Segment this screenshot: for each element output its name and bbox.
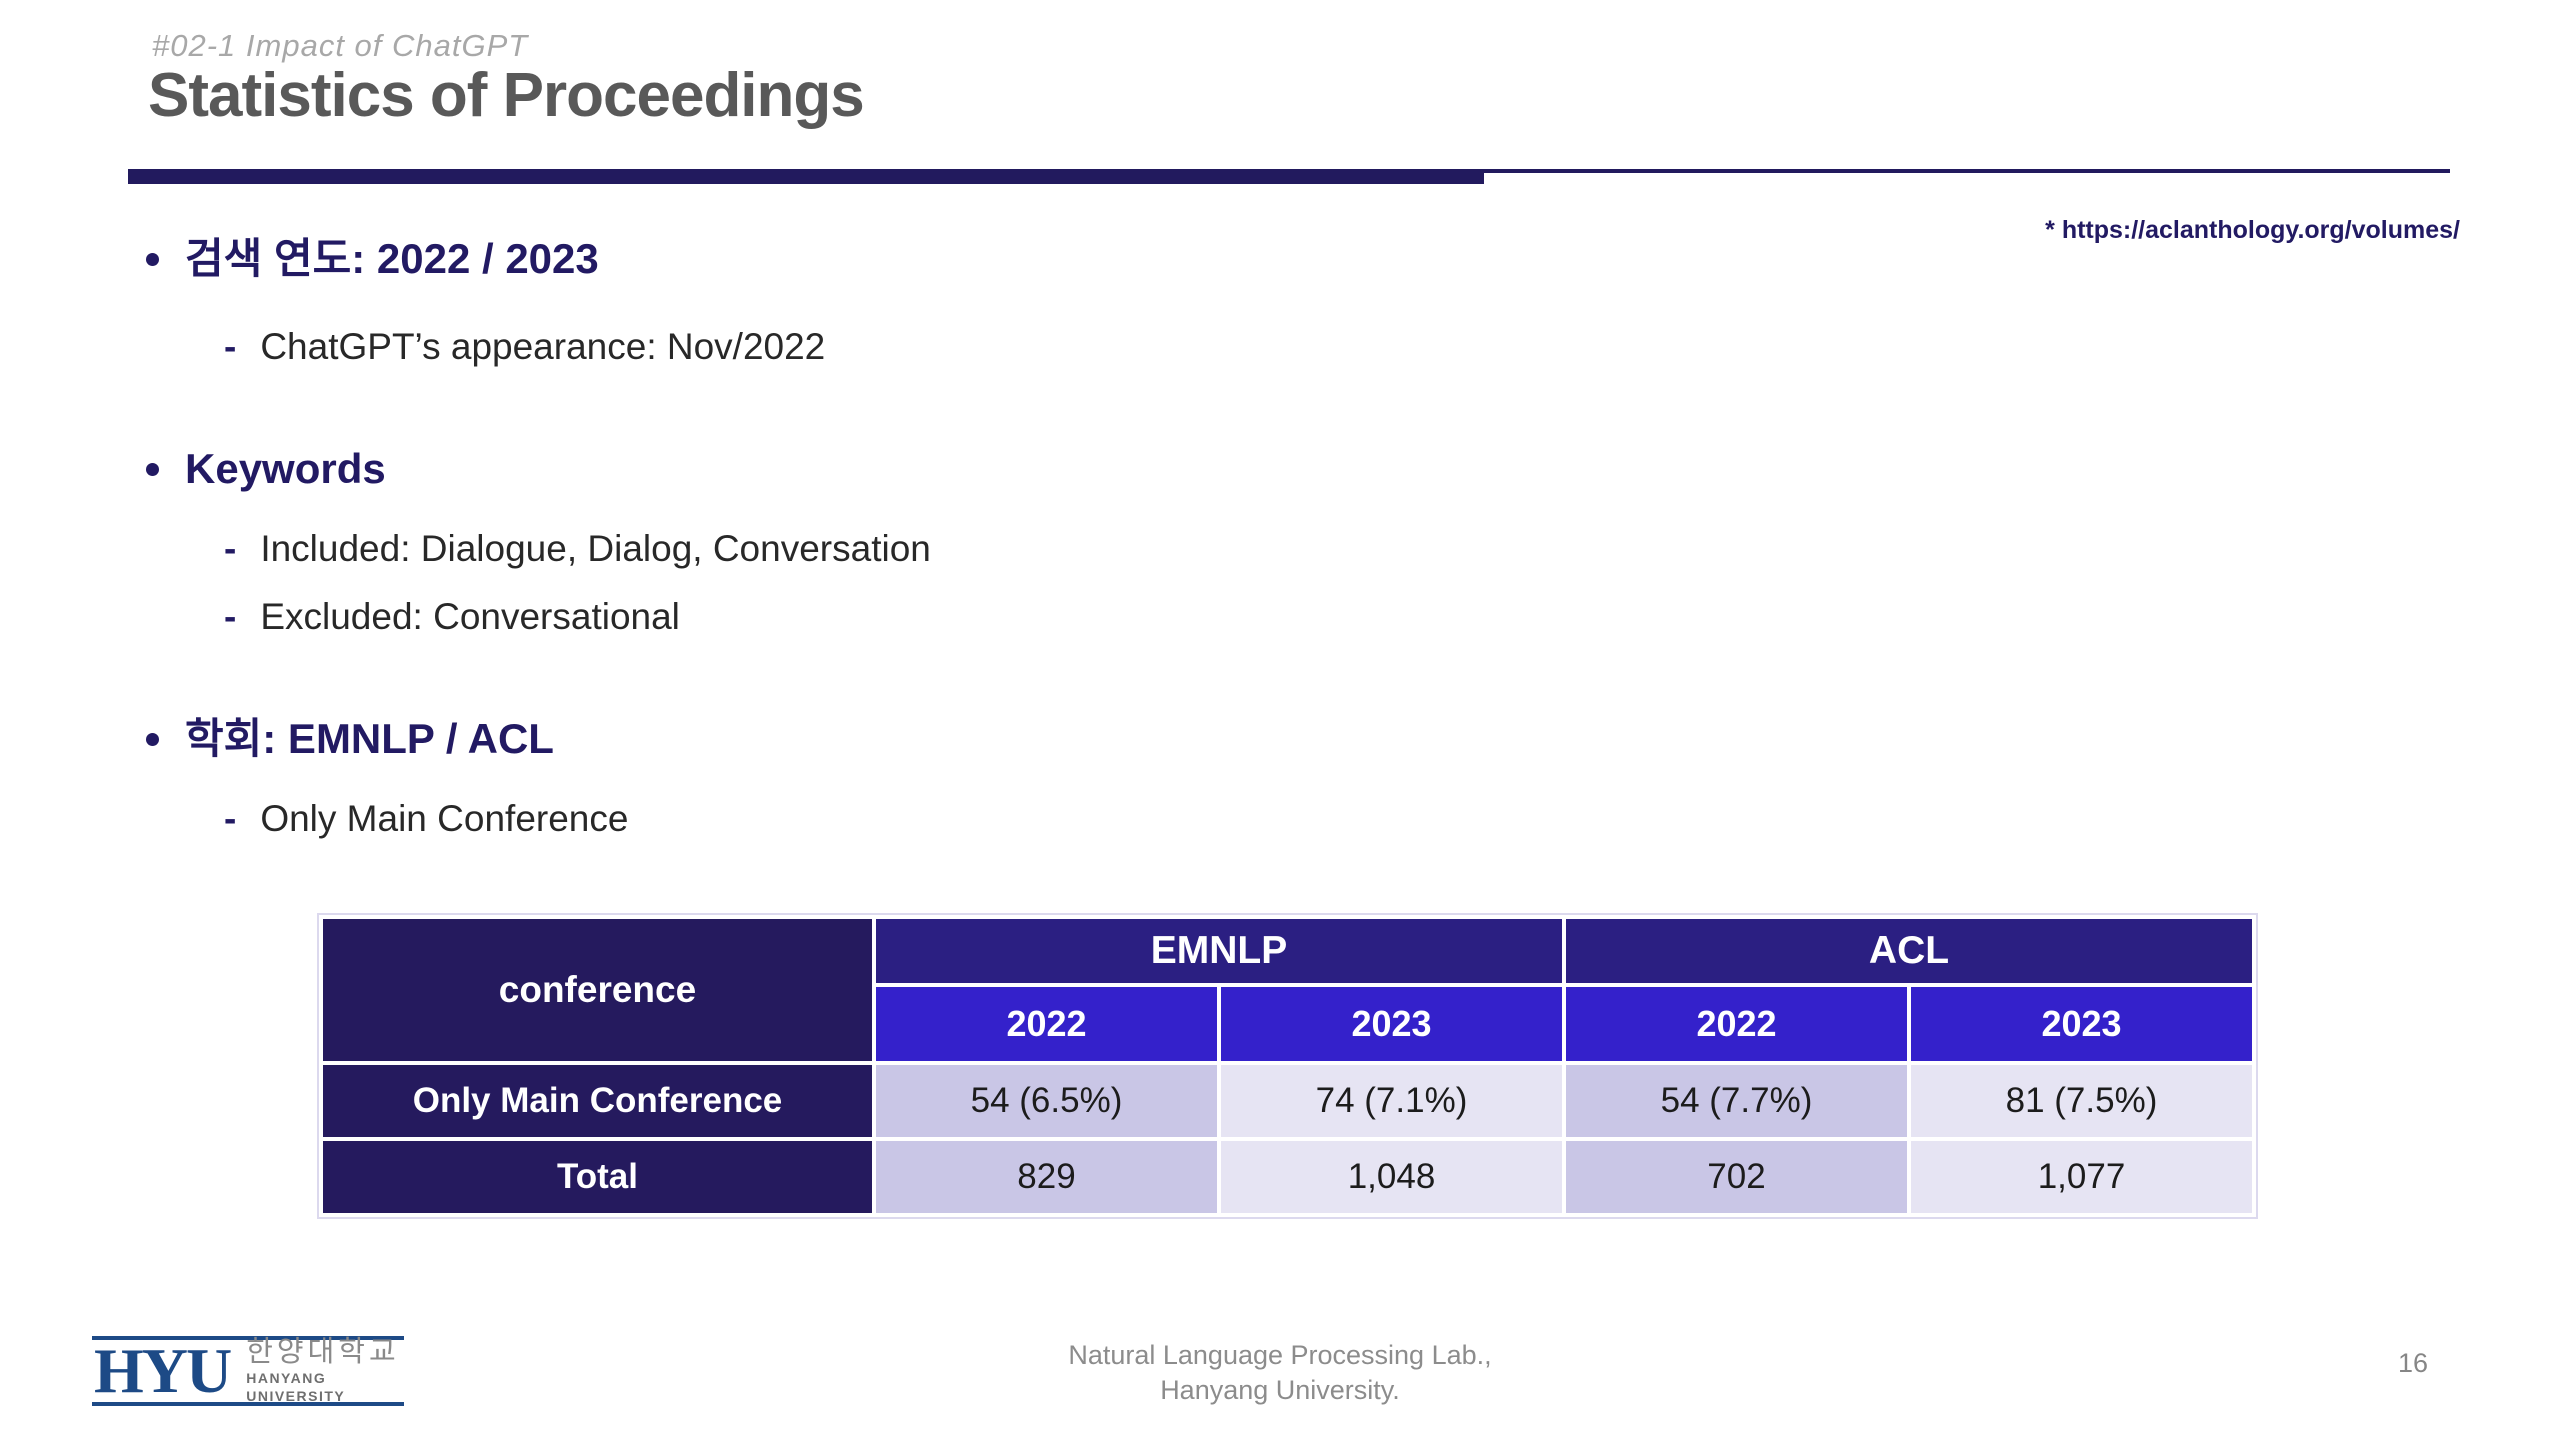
table-year-header: 2022 bbox=[872, 983, 1221, 1065]
sub-bullet-text: Excluded: Conversational bbox=[260, 596, 680, 637]
table-cell: 81 (7.5%) bbox=[1907, 1061, 2256, 1141]
hanyang-university-logo: HYU 한양대학교 HANYANG UNIVERSITY bbox=[92, 1336, 404, 1406]
bullet-dot-icon bbox=[146, 733, 159, 746]
bullet-dot-icon bbox=[146, 253, 159, 266]
sub-bullet-excluded-keywords: - Excluded: Conversational bbox=[224, 596, 680, 639]
table-cell: 1,077 bbox=[1907, 1137, 2256, 1217]
sub-bullet-text: Included: Dialogue, Dialog, Conversation bbox=[260, 528, 931, 569]
table-year-header: 2023 bbox=[1907, 983, 2256, 1065]
table-cell: 702 bbox=[1562, 1137, 1911, 1217]
footer-lab-line2: Hanyang University. bbox=[1160, 1375, 1400, 1406]
page-title: Statistics of Proceedings bbox=[148, 61, 865, 130]
table-year-header: 2022 bbox=[1562, 983, 1911, 1065]
table-group-header-emnlp: EMNLP bbox=[872, 915, 1566, 987]
table-cell: 74 (7.1%) bbox=[1217, 1061, 1566, 1141]
logo-text-block: 한양대학교 HANYANG UNIVERSITY bbox=[246, 1335, 402, 1405]
title-underline bbox=[0, 169, 2560, 189]
bullet-label: Keywords bbox=[185, 445, 386, 492]
table-cell: 829 bbox=[872, 1137, 1221, 1217]
stats-table: conference EMNLP ACL 2022 2023 2022 2023… bbox=[319, 915, 2256, 1217]
table-row-label: Only Main Conference bbox=[319, 1061, 876, 1141]
bullet-keywords: Keywords bbox=[146, 445, 386, 492]
bullet-search-years: 검색 연도: 2022 / 2023 bbox=[146, 235, 599, 282]
sub-bullet-text: ChatGPT’s appearance: Nov/2022 bbox=[260, 326, 826, 367]
table-row: Total 829 1,048 702 1,077 bbox=[319, 1137, 2256, 1217]
sub-bullet-included-keywords: - Included: Dialogue, Dialog, Conversati… bbox=[224, 528, 931, 571]
dash-marker-icon: - bbox=[224, 596, 237, 637]
reference-url: * https://aclanthology.org/volumes/ bbox=[2045, 216, 2460, 244]
sub-bullet-chatgpt-appearance: - ChatGPT’s appearance: Nov/2022 bbox=[224, 326, 825, 369]
bullet-dot-icon bbox=[146, 463, 159, 476]
section-tag: #02-1 Impact of ChatGPT bbox=[152, 28, 529, 63]
logo-body: HYU 한양대학교 HANYANG UNIVERSITY bbox=[92, 1335, 404, 1406]
footer-lab-credit: Natural Language Processing Lab., Hanyan… bbox=[0, 1338, 2560, 1408]
title-underline-thick bbox=[128, 169, 1484, 184]
logo-acronym: HYU bbox=[94, 1335, 232, 1406]
table-group-header-acl: ACL bbox=[1562, 915, 2256, 987]
table-cell: 1,048 bbox=[1217, 1137, 1566, 1217]
page-number: 16 bbox=[2398, 1348, 2429, 1378]
footer-lab-line1: Natural Language Processing Lab., bbox=[1068, 1340, 1492, 1370]
logo-english-name: HANYANG UNIVERSITY bbox=[246, 1369, 346, 1404]
sub-bullet-text: Only Main Conference bbox=[260, 798, 629, 839]
table-cell: 54 (6.5%) bbox=[872, 1061, 1221, 1141]
dash-marker-icon: - bbox=[224, 326, 237, 367]
dash-marker-icon: - bbox=[224, 528, 237, 569]
logo-bottom-rule bbox=[92, 1402, 404, 1406]
bullet-label: 학회: EMNLP / ACL bbox=[185, 715, 554, 762]
table-year-header: 2023 bbox=[1217, 983, 1566, 1065]
bullet-conferences: 학회: EMNLP / ACL bbox=[146, 715, 554, 762]
table-cell: 54 (7.7%) bbox=[1562, 1061, 1911, 1141]
logo-top-rule bbox=[92, 1336, 404, 1340]
table-row-label: Total bbox=[319, 1137, 876, 1217]
dash-marker-icon: - bbox=[224, 798, 237, 839]
logo-korean-name: 한양대학교 bbox=[246, 1335, 400, 1368]
sub-bullet-only-main-conference: - Only Main Conference bbox=[224, 798, 628, 841]
table-row: Only Main Conference 54 (6.5%) 74 (7.1%)… bbox=[319, 1061, 2256, 1141]
table-corner-header: conference bbox=[319, 915, 876, 1065]
bullet-label: 검색 연도: 2022 / 2023 bbox=[185, 235, 599, 282]
proceedings-stats-table: conference EMNLP ACL 2022 2023 2022 2023… bbox=[317, 913, 2258, 1219]
